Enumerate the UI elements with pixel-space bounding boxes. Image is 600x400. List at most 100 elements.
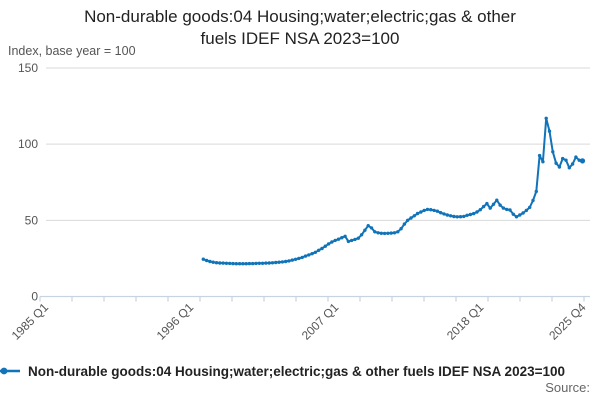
series-point: [554, 161, 558, 165]
series-point: [412, 214, 416, 218]
series-point: [485, 201, 489, 206]
y-tick-label-100: 100: [18, 137, 38, 151]
series-point: [247, 261, 252, 266]
series-point: [570, 162, 575, 166]
source-label: Source:: [545, 380, 590, 395]
x-tick-label: 1985 Q1: [9, 300, 52, 343]
series-point: [574, 155, 578, 159]
series-point: [293, 257, 298, 261]
series-point: [445, 213, 449, 217]
series-point: [218, 261, 222, 265]
series-point: [561, 156, 565, 161]
y-tick-label-0: 0: [31, 290, 38, 304]
series-point: [409, 216, 413, 220]
chart-title-line1: Non-durable goods:04 Housing;water;elect…: [84, 7, 516, 26]
series-point: [373, 230, 377, 234]
series-point: [537, 153, 542, 158]
series-point: [251, 261, 255, 266]
series-point: [313, 250, 318, 254]
series-point: [208, 259, 212, 264]
legend-line-marker-icon: [0, 367, 20, 375]
series-point: [481, 204, 486, 209]
series-point: [386, 231, 390, 235]
series-point: [534, 189, 538, 194]
series-point: [221, 261, 225, 265]
series-point: [501, 206, 506, 210]
series-point: [303, 254, 308, 258]
series-point: [518, 213, 522, 217]
series-point: [505, 207, 509, 212]
series-point: [508, 208, 512, 212]
series-point: [472, 211, 476, 216]
series-point: [244, 262, 248, 266]
series-point: [353, 237, 357, 242]
series-point: [491, 202, 496, 206]
series-point: [320, 246, 324, 251]
series-point: [376, 231, 380, 235]
series-point: [524, 208, 529, 213]
series-point: [379, 231, 383, 235]
series-point: [455, 215, 459, 219]
y-tick-label-50: 50: [25, 213, 39, 227]
series-point: [231, 261, 235, 266]
series-line: [202, 117, 584, 265]
series-point: [274, 260, 278, 265]
series-point: [392, 231, 397, 235]
series-point: [211, 260, 215, 264]
series-point: [425, 207, 430, 212]
series-point: [531, 198, 535, 203]
series-point: [363, 228, 367, 232]
series-point: [495, 198, 499, 202]
series-point: [442, 212, 446, 216]
series-point: [468, 212, 473, 217]
series-point: [264, 261, 268, 265]
series-point: [439, 211, 443, 215]
series-point: [237, 262, 242, 266]
series-point: [297, 256, 301, 261]
series-point: [330, 240, 334, 244]
series-point: [465, 213, 469, 217]
y-axis-unit-label: Index, base year = 100: [8, 44, 136, 58]
series-point: [458, 215, 463, 219]
series-point: [528, 205, 532, 210]
series-point: [350, 238, 354, 243]
series-point: [343, 234, 347, 238]
series-point: [228, 261, 232, 266]
chart-plot[interactable]: 0 50 100 150 1985 Q1 1996 Q1 2007 Q1 2018 Q1 202…: [0, 0, 600, 360]
series-point: [270, 261, 275, 265]
series-point: [419, 210, 423, 214]
series-point: [204, 258, 209, 263]
y-tick-label-150: 150: [18, 61, 38, 75]
series-point: [359, 233, 364, 237]
series-point: [280, 260, 285, 264]
series-point: [214, 261, 219, 265]
series-point: [254, 261, 258, 266]
series-point: [511, 212, 515, 216]
series-point: [541, 160, 545, 164]
series-point: [406, 218, 410, 222]
series-point: [478, 208, 482, 212]
series-point: [389, 231, 393, 235]
series-last-point: [579, 158, 586, 164]
x-tick-label: 1996 Q1: [154, 300, 197, 343]
x-tick-label: 2018 Q1: [444, 300, 487, 343]
series-point: [267, 261, 271, 265]
series-point: [521, 211, 525, 215]
series-point: [307, 253, 311, 257]
series-point: [224, 261, 229, 265]
chart-title-line2: fuels IDEF NSA 2023=100: [200, 29, 400, 49]
series-point: [448, 214, 453, 218]
legend-label: Non-durable goods:04 Housing;water;elect…: [28, 363, 566, 379]
series-point: [284, 259, 288, 264]
series-point: [260, 261, 265, 265]
series-point: [432, 208, 436, 213]
x-tick-label: 2025 Q4: [546, 300, 589, 343]
series-point: [366, 224, 370, 228]
series-point: [356, 236, 360, 240]
series-point: [547, 129, 552, 133]
series-point: [564, 158, 568, 162]
series-point: [488, 206, 492, 210]
series-point: [396, 230, 400, 234]
series-point: [415, 211, 420, 216]
series-point: [310, 252, 314, 256]
